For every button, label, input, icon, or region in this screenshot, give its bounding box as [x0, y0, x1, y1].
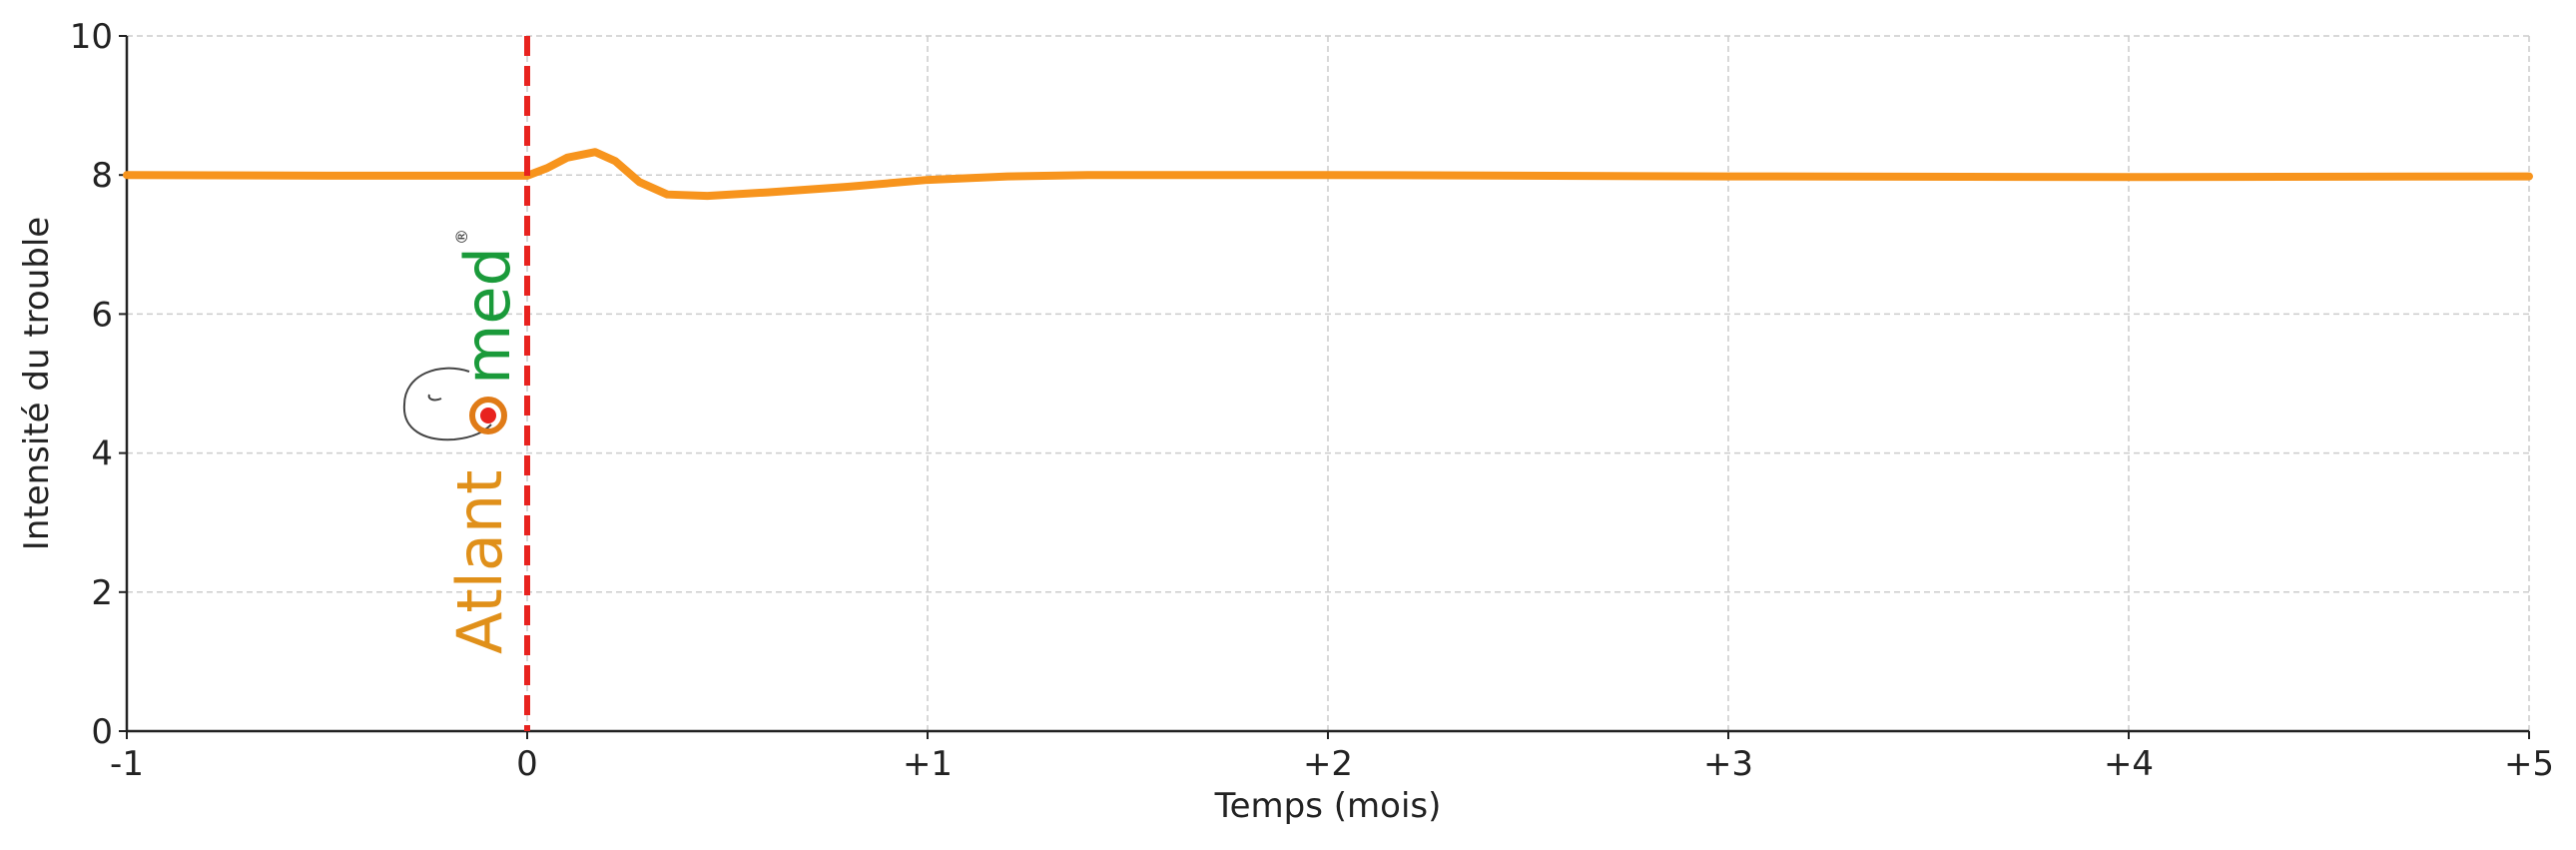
x-tick-label: +4: [2104, 744, 2154, 784]
x-axis-label: Temps (mois): [1214, 786, 1442, 826]
y-tick-label: 0: [91, 712, 113, 752]
y-tick-label: 2: [91, 573, 113, 613]
logo-text-2: med: [451, 247, 524, 385]
logo-registered: ®: [452, 229, 471, 245]
x-tick-label: +5: [2504, 744, 2554, 784]
logo-ear: [427, 394, 442, 402]
x-tick-label: +2: [1303, 744, 1353, 784]
y-tick-label: 4: [91, 434, 113, 474]
x-tick-label: 0: [516, 744, 538, 784]
y-tick-label: 6: [91, 295, 113, 335]
y-axis-label: Intensité du trouble: [17, 217, 57, 550]
y-tick-label: 8: [91, 156, 113, 196]
logo-o: [469, 397, 507, 434]
line-series: [123, 148, 2533, 201]
x-tick-label: +1: [903, 744, 953, 784]
y-tick-label: 10: [70, 17, 113, 57]
logo-cross: [480, 408, 496, 424]
logo: Atlant med ®: [402, 229, 524, 654]
x-tick-label: +3: [1703, 744, 1753, 784]
logo-text-1: Atlant: [443, 470, 516, 654]
logo-head: [402, 367, 492, 441]
x-tick-label: -1: [110, 744, 144, 784]
